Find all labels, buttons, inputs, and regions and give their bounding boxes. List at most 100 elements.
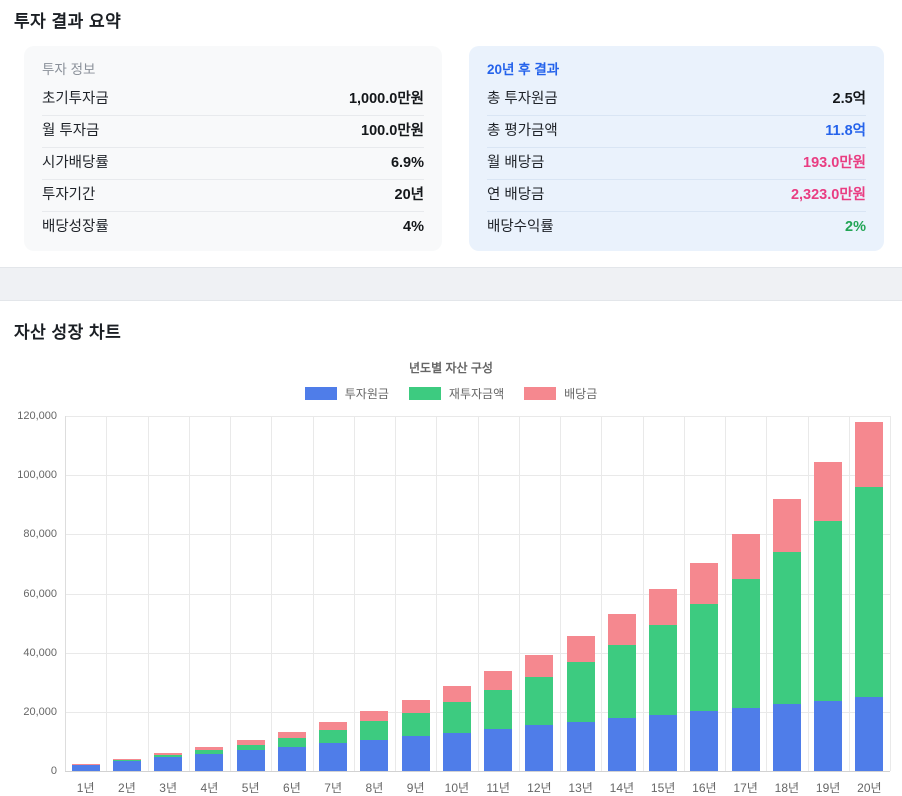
bar-segment-principal[interactable]: [855, 697, 883, 771]
bar-segment-principal[interactable]: [443, 733, 471, 771]
gridline-v: [230, 416, 231, 771]
x-axis-label: 18년: [766, 779, 808, 796]
legend-swatch-dividend: [524, 387, 556, 400]
bar-segment-dividend[interactable]: [690, 563, 718, 604]
summary-row-value: 193.0만원: [803, 154, 866, 173]
bar-segment-principal[interactable]: [732, 708, 760, 771]
bar-segment-dividend[interactable]: [113, 759, 141, 760]
bar-segment-reinvested[interactable]: [443, 702, 471, 733]
summary-row-label: 시가배당률: [42, 154, 109, 173]
gridline-v: [684, 416, 685, 771]
bar-segment-reinvested[interactable]: [278, 738, 306, 746]
bar-segment-reinvested[interactable]: [608, 645, 636, 719]
bar-segment-dividend[interactable]: [443, 686, 471, 701]
bar-segment-reinvested[interactable]: [773, 552, 801, 704]
bar-segment-reinvested[interactable]: [319, 730, 347, 743]
bar-segment-principal[interactable]: [360, 740, 388, 771]
bar-segment-reinvested[interactable]: [402, 713, 430, 736]
x-axis-label: 2년: [106, 779, 148, 796]
summary-row-label: 투자기간: [42, 186, 95, 205]
bar-segment-dividend[interactable]: [195, 747, 223, 751]
x-axis-label: 3년: [147, 779, 189, 796]
summary-row: 투자기간 20년: [42, 180, 424, 212]
summary-row-value: 11.8억: [825, 122, 866, 141]
bar-segment-dividend[interactable]: [484, 671, 512, 690]
gridline-v: [313, 416, 314, 771]
x-axis-label: 12년: [518, 779, 560, 796]
legend-label: 배당금: [564, 385, 597, 402]
bar-segment-reinvested[interactable]: [567, 662, 595, 722]
bar-segment-reinvested[interactable]: [360, 721, 388, 740]
bar-segment-reinvested[interactable]: [855, 487, 883, 697]
legend-item-principal[interactable]: 투자원금: [305, 385, 389, 402]
bar-segment-principal[interactable]: [525, 725, 553, 771]
bar-segment-principal[interactable]: [690, 711, 718, 771]
bar-segment-reinvested[interactable]: [732, 579, 760, 708]
summary-row-label: 연 배당금: [487, 186, 544, 205]
legend-label: 재투자금액: [449, 385, 504, 402]
bar-segment-dividend[interactable]: [773, 499, 801, 552]
x-axis-label: 14년: [601, 779, 643, 796]
bar-segment-dividend[interactable]: [402, 700, 430, 714]
bar-segment-principal[interactable]: [72, 765, 100, 772]
bar-segment-principal[interactable]: [113, 761, 141, 771]
bar-segment-principal[interactable]: [773, 704, 801, 771]
x-axis-label: 8년: [353, 779, 395, 796]
plot-area: [65, 416, 890, 771]
bar-segment-reinvested[interactable]: [814, 521, 842, 700]
bar-segment-reinvested[interactable]: [525, 677, 553, 726]
section-divider: [0, 267, 902, 301]
bar-segment-dividend[interactable]: [237, 740, 265, 745]
bar-segment-dividend[interactable]: [855, 422, 883, 487]
bar-segment-dividend[interactable]: [567, 636, 595, 662]
bar-segment-dividend[interactable]: [608, 614, 636, 645]
bar-segment-reinvested[interactable]: [113, 760, 141, 761]
bar-segment-principal[interactable]: [154, 757, 182, 771]
bar-segment-dividend[interactable]: [154, 753, 182, 755]
bar-segment-principal[interactable]: [237, 750, 265, 771]
bar-segment-dividend[interactable]: [732, 534, 760, 579]
bar-segment-reinvested[interactable]: [484, 690, 512, 729]
x-axis-label: 20년: [848, 779, 890, 796]
bar-segment-dividend[interactable]: [814, 462, 842, 521]
bar-segment-principal[interactable]: [195, 754, 223, 771]
y-axis-label: 20,000: [0, 706, 57, 718]
legend-item-reinvested[interactable]: 재투자금액: [409, 385, 504, 402]
bar-segment-principal[interactable]: [278, 747, 306, 771]
bar-segment-reinvested[interactable]: [195, 750, 223, 754]
bar-segment-reinvested[interactable]: [237, 745, 265, 750]
summary-row-label: 월 투자금: [42, 122, 99, 141]
legend-label: 투자원금: [345, 385, 389, 402]
summary-row-value: 20년: [395, 186, 424, 205]
bar-segment-reinvested[interactable]: [690, 604, 718, 711]
bar-segment-principal[interactable]: [608, 718, 636, 771]
bar-segment-reinvested[interactable]: [649, 625, 677, 714]
y-axis-label: 120,000: [0, 410, 57, 422]
gridline-v: [808, 416, 809, 771]
bar-segment-dividend[interactable]: [319, 722, 347, 731]
gridline-v: [519, 416, 520, 771]
bar-segment-principal[interactable]: [484, 729, 512, 771]
bar-segment-dividend[interactable]: [525, 655, 553, 677]
bar-segment-principal[interactable]: [319, 743, 347, 771]
bar-segment-dividend[interactable]: [278, 732, 306, 739]
legend-item-dividend[interactable]: 배당금: [524, 385, 597, 402]
bar-segment-reinvested[interactable]: [154, 755, 182, 757]
bar-segment-dividend[interactable]: [360, 711, 388, 721]
bar-segment-principal[interactable]: [649, 715, 677, 771]
bar-segment-principal[interactable]: [814, 701, 842, 771]
summary-row-value: 2,323.0만원: [791, 186, 866, 205]
bar-segment-dividend[interactable]: [649, 589, 677, 625]
chart-title: 년도별 자산 구성: [0, 359, 902, 376]
gridline-v: [148, 416, 149, 771]
x-axis-label: 10년: [436, 779, 478, 796]
bar-segment-principal[interactable]: [567, 722, 595, 771]
bar-segment-principal[interactable]: [402, 736, 430, 771]
gridline-h: [65, 771, 890, 772]
